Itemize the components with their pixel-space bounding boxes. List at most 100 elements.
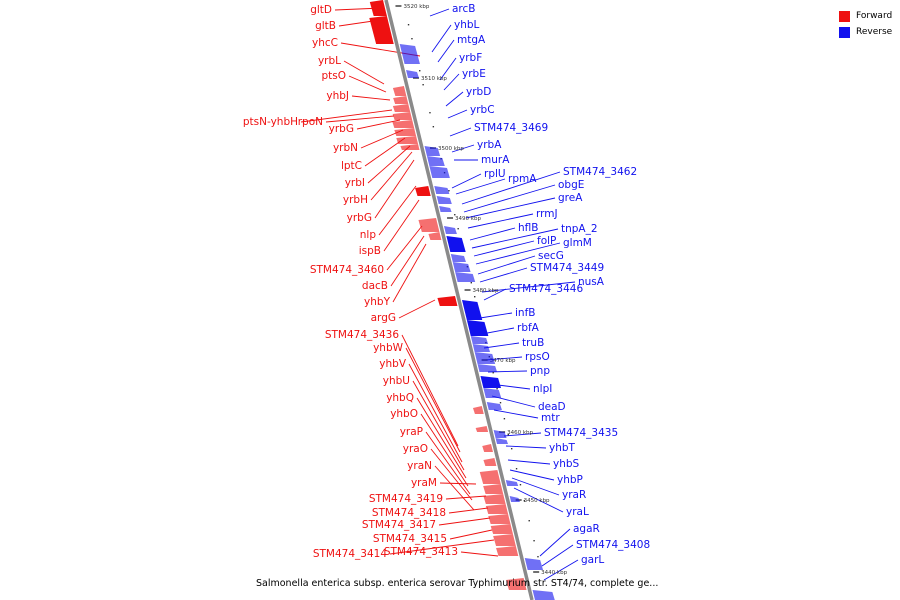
reverse-gene-label[interactable]: yhbT bbox=[549, 442, 576, 454]
reverse-gene-feature bbox=[486, 402, 502, 410]
reverse-gene-label[interactable]: yrbC bbox=[470, 104, 495, 116]
forward-gene-label[interactable]: STM474_3418 bbox=[372, 507, 446, 519]
reverse-gene-label[interactable]: yhbP bbox=[557, 474, 583, 486]
forward-gene-label[interactable]: STM474_3436 bbox=[325, 329, 399, 341]
forward-gene-label[interactable]: yhbQ bbox=[386, 392, 414, 404]
forward-callout-line bbox=[448, 507, 489, 514]
forward-gene-label[interactable]: STM474_3413 bbox=[384, 546, 458, 558]
forward-gene-label[interactable]: dacB bbox=[362, 280, 388, 292]
reverse-gene-label[interactable]: obgE bbox=[558, 179, 584, 191]
forward-gene-feature bbox=[472, 406, 484, 414]
reverse-gene-label[interactable]: mtr bbox=[541, 412, 560, 424]
reverse-gene-label[interactable]: yraR bbox=[562, 489, 586, 501]
reverse-gene-label[interactable]: infB bbox=[515, 307, 535, 319]
forward-gene-label[interactable]: ptsO bbox=[321, 70, 346, 82]
reverse-gene-label[interactable]: rpsO bbox=[525, 351, 550, 363]
forward-gene-label[interactable]: argG bbox=[371, 312, 396, 324]
reverse-callout-line bbox=[437, 39, 455, 63]
reverse-gene-label[interactable]: STM474_3408 bbox=[576, 539, 650, 551]
forward-gene-label[interactable]: ptsN-yhbH bbox=[243, 116, 298, 128]
reverse-gene-label[interactable]: nlpI bbox=[533, 383, 552, 395]
forward-gene-label[interactable]: yhbU bbox=[383, 375, 410, 387]
tick-label: 3470 kbp bbox=[490, 358, 516, 364]
forward-gene-label[interactable]: STM474_3414 bbox=[313, 548, 387, 560]
forward-gene-label[interactable]: yrbL bbox=[318, 55, 341, 67]
forward-gene-feature bbox=[493, 534, 516, 546]
reverse-gene-label[interactable]: greA bbox=[558, 192, 583, 204]
reverse-gene-label[interactable]: deaD bbox=[538, 401, 566, 413]
forward-gene-label[interactable]: STM474_3417 bbox=[362, 519, 436, 531]
forward-gene-label[interactable]: gltD bbox=[310, 4, 332, 16]
reverse-gene-label[interactable]: glmM bbox=[563, 237, 592, 249]
forward-gene-label[interactable]: ispB bbox=[359, 245, 381, 257]
forward-gene-label[interactable]: yhbO bbox=[390, 408, 418, 420]
reverse-callout-line bbox=[513, 487, 564, 513]
reverse-callout-line bbox=[455, 178, 506, 195]
reverse-gene-label[interactable]: murA bbox=[481, 154, 510, 166]
position-marker bbox=[523, 500, 526, 502]
reverse-gene-label[interactable]: STM474_3462 bbox=[563, 166, 637, 178]
forward-gene-label[interactable]: STM474_3415 bbox=[373, 533, 447, 545]
forward-gene-label[interactable]: yrbG bbox=[347, 212, 372, 224]
position-marker bbox=[470, 282, 473, 284]
forward-gene-label[interactable]: yhcC bbox=[312, 37, 338, 49]
reverse-gene-label[interactable]: hflB bbox=[518, 222, 538, 234]
reverse-gene-label[interactable]: STM474_3469 bbox=[474, 122, 548, 134]
forward-gene-feature bbox=[482, 444, 493, 452]
reverse-gene-label[interactable]: agaR bbox=[573, 523, 600, 535]
reverse-callout-line bbox=[479, 312, 513, 319]
forward-gene-label[interactable]: nlp bbox=[360, 229, 377, 241]
forward-gene-label[interactable]: lptC bbox=[341, 160, 362, 172]
forward-gene-label[interactable]: rpoN bbox=[298, 116, 323, 128]
reverse-gene-label[interactable]: yraL bbox=[566, 506, 589, 518]
forward-gene-label[interactable]: yrbH bbox=[343, 194, 368, 206]
reverse-swatch bbox=[839, 26, 850, 38]
forward-gene-label[interactable]: yraO bbox=[403, 443, 428, 455]
reverse-gene-label[interactable]: garL bbox=[581, 554, 604, 566]
reverse-gene-label[interactable]: tnpA_2 bbox=[561, 223, 598, 235]
forward-gene-label[interactable]: yrbG bbox=[329, 123, 354, 135]
reverse-gene-label[interactable]: nusA bbox=[578, 276, 605, 288]
forward-callout-line bbox=[460, 551, 499, 557]
reverse-gene-label[interactable]: yhbL bbox=[454, 19, 480, 31]
forward-gene-label[interactable]: yraM bbox=[411, 477, 437, 489]
forward-gene-label[interactable]: yrbN bbox=[333, 142, 358, 154]
reverse-gene-feature bbox=[483, 388, 502, 398]
forward-gene-label[interactable]: STM474_3419 bbox=[369, 493, 443, 505]
reverse-gene-label[interactable]: truB bbox=[522, 337, 544, 349]
reverse-gene-label[interactable]: rpmA bbox=[508, 173, 537, 185]
reverse-gene-label[interactable]: folP bbox=[537, 235, 556, 247]
reverse-gene-label[interactable]: STM474_3446 bbox=[509, 283, 583, 295]
forward-gene-label[interactable]: yhbY bbox=[364, 296, 391, 308]
forward-gene-feature bbox=[483, 458, 497, 466]
forward-gene-label[interactable]: STM474_3460 bbox=[310, 264, 384, 276]
reverse-gene-label[interactable]: yrbD bbox=[466, 86, 491, 98]
forward-gene-label[interactable]: yrbI bbox=[345, 177, 365, 189]
reverse-gene-label[interactable]: mtgA bbox=[457, 34, 486, 46]
reverse-gene-feature bbox=[472, 344, 491, 352]
forward-gene-label[interactable]: yhbJ bbox=[326, 90, 349, 102]
reverse-gene-label[interactable]: rbfA bbox=[517, 322, 540, 334]
reverse-callout-line bbox=[469, 227, 516, 241]
forward-callout-line bbox=[370, 151, 413, 201]
reverse-gene-label[interactable]: rplU bbox=[484, 168, 506, 180]
reverse-gene-label[interactable]: yrbA bbox=[477, 139, 502, 151]
reverse-gene-label[interactable]: STM474_3449 bbox=[530, 262, 604, 274]
reverse-gene-label[interactable]: yhbS bbox=[553, 458, 580, 470]
position-marker bbox=[507, 434, 509, 436]
reverse-gene-label[interactable]: arcB bbox=[452, 3, 476, 15]
forward-gene-feature bbox=[369, 0, 387, 16]
reverse-gene-label[interactable]: STM474_3435 bbox=[544, 427, 618, 439]
reverse-gene-label[interactable]: yrbF bbox=[459, 52, 482, 64]
position-marker bbox=[429, 112, 431, 114]
reverse-gene-label[interactable]: yrbE bbox=[462, 68, 486, 80]
forward-gene-label[interactable]: yhbW bbox=[373, 342, 404, 354]
forward-gene-feature bbox=[490, 524, 513, 534]
reverse-gene-label[interactable]: secG bbox=[538, 250, 564, 262]
forward-gene-label[interactable]: yraN bbox=[407, 460, 432, 472]
forward-gene-label[interactable]: yraP bbox=[400, 426, 423, 438]
reverse-gene-label[interactable]: rrmJ bbox=[536, 208, 558, 220]
reverse-gene-label[interactable]: pnp bbox=[530, 365, 550, 377]
forward-gene-label[interactable]: gltB bbox=[315, 20, 336, 32]
forward-gene-label[interactable]: yhbV bbox=[379, 358, 407, 370]
